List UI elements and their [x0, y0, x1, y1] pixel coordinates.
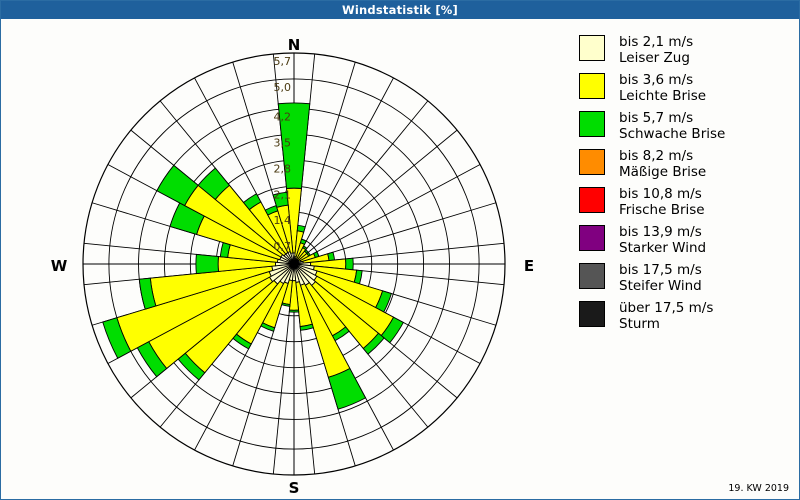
legend-beaufort-name: Leichte Brise	[619, 87, 707, 104]
legend-speed-range: bis 8,2 m/s	[619, 148, 694, 164]
radial-tick-label: 2,1	[274, 188, 292, 201]
legend-beaufort-name: Steifer Wind	[619, 277, 702, 294]
legend-item: über 17,5 m/s Sturm	[579, 300, 794, 332]
legend-item: bis 5,7 m/s Schwache Brise	[579, 110, 794, 142]
compass-label-west: W	[50, 257, 68, 275]
legend-color-swatch	[579, 35, 605, 61]
legend-speed-range: bis 3,6 m/s	[619, 72, 694, 88]
legend-label: bis 13,9 m/s Starker Wind	[619, 224, 707, 256]
radial-tick-label: 2,8	[274, 162, 292, 175]
legend-item: bis 17,5 m/s Steifer Wind	[579, 262, 794, 294]
window-title: Windstatistik [%]	[342, 3, 458, 17]
windrose-sector-segment	[299, 238, 307, 246]
legend-label: bis 2,1 m/s Leiser Zug	[619, 34, 694, 66]
legend-beaufort-name: Mäßige Brise	[619, 163, 707, 180]
radial-tick-label: 1,4	[274, 214, 292, 227]
legend-color-swatch	[579, 301, 605, 327]
legend-beaufort-name: Sturm	[619, 315, 660, 332]
legend-item: bis 13,9 m/s Starker Wind	[579, 224, 794, 256]
windrose-sectors	[102, 102, 404, 410]
legend-speed-range: bis 13,9 m/s	[619, 224, 702, 240]
windrose-sector-segment	[272, 191, 289, 208]
windrose-sector-segment	[197, 167, 231, 201]
legend-beaufort-name: Frische Brise	[619, 201, 705, 218]
legend-speed-range: bis 5,7 m/s	[619, 110, 694, 126]
grid-spoke	[293, 77, 394, 265]
legend-label: bis 8,2 m/s Mäßige Brise	[619, 148, 707, 180]
compass-label-north: N	[287, 36, 301, 54]
legend-speed-range: bis 17,5 m/s	[619, 262, 702, 278]
radial-tick-label: 3,5	[274, 136, 292, 149]
grid-spoke	[293, 164, 481, 265]
legend-beaufort-name: Starker Wind	[619, 239, 707, 256]
legend-label: über 17,5 m/s Sturm	[619, 300, 714, 332]
windrose-sector-segment	[138, 277, 157, 310]
radial-tick-label: 5,7	[274, 55, 292, 68]
legend-speed-range: bis 10,8 m/s	[619, 186, 702, 202]
legend-color-swatch	[579, 225, 605, 251]
windrose-sector-segment	[345, 257, 354, 271]
radial-tick-label: 4,2	[274, 111, 292, 124]
windrose-sector-segment	[302, 245, 308, 251]
legend-color-swatch	[579, 111, 605, 137]
windrose-sector-segment	[242, 193, 262, 211]
legend-label: bis 3,6 m/s Leichte Brise	[619, 72, 707, 104]
windrose-sector-segment	[380, 316, 404, 344]
windrose-sector-segment	[296, 224, 306, 233]
windrose-sector-segment	[156, 164, 199, 207]
windrose-sector-segment	[102, 317, 132, 359]
windrose-sector-segment	[288, 309, 300, 313]
grid-spoke	[293, 100, 429, 265]
windrose-sector-segment	[362, 332, 385, 355]
legend-color-swatch	[579, 263, 605, 289]
radial-tick-label: 5,0	[274, 81, 292, 94]
windrose-sector-segment	[299, 323, 314, 331]
legend-beaufort-name: Schwache Brise	[619, 125, 726, 142]
windrose-sector-segment	[277, 102, 311, 189]
windrose-sector-segment	[327, 251, 336, 262]
windrose-sector-segment	[195, 253, 219, 275]
legend-color-swatch	[579, 149, 605, 175]
compass-label-east: E	[523, 257, 535, 275]
windrose-sector-segment	[327, 367, 367, 410]
legend-speed-range: über 17,5 m/s	[619, 300, 714, 316]
legend-beaufort-name: Leiser Zug	[619, 49, 690, 66]
legend: bis 2,1 m/s Leiser Zug bis 3,6 m/s Leichte …	[579, 34, 794, 339]
legend-label: bis 5,7 m/s Schwache Brise	[619, 110, 726, 142]
compass-label-south: S	[288, 479, 300, 497]
windrose-chart: 0,7 1,4 2,1 2,8 3,5 4,2 5,0 5,7	[82, 52, 506, 476]
radial-tick-label: 0,7	[274, 240, 292, 253]
legend-item: bis 2,1 m/s Leiser Zug	[579, 34, 794, 66]
grid-spoke	[293, 129, 458, 265]
legend-label: bis 17,5 m/s Steifer Wind	[619, 262, 702, 294]
legend-speed-range: bis 2,1 m/s	[619, 34, 694, 50]
legend-color-swatch	[579, 73, 605, 99]
legend-item: bis 3,6 m/s Leichte Brise	[579, 72, 794, 104]
radial-axis-labels: 0,7 1,4 2,1 2,8 3,5 4,2 5,0 5,7	[274, 55, 292, 253]
legend-item: bis 10,8 m/s Frische Brise	[579, 186, 794, 218]
legend-label: bis 10,8 m/s Frische Brise	[619, 186, 705, 218]
legend-color-swatch	[579, 187, 605, 213]
window-titlebar: Windstatistik [%]	[1, 1, 799, 19]
windrose-plot-area: 0,7 1,4 2,1 2,8 3,5 4,2 5,0 5,7 N E S W	[1, 19, 561, 499]
footer-week-label: 19. KW 2019	[728, 483, 789, 494]
legend-item: bis 8,2 m/s Mäßige Brise	[579, 148, 794, 180]
